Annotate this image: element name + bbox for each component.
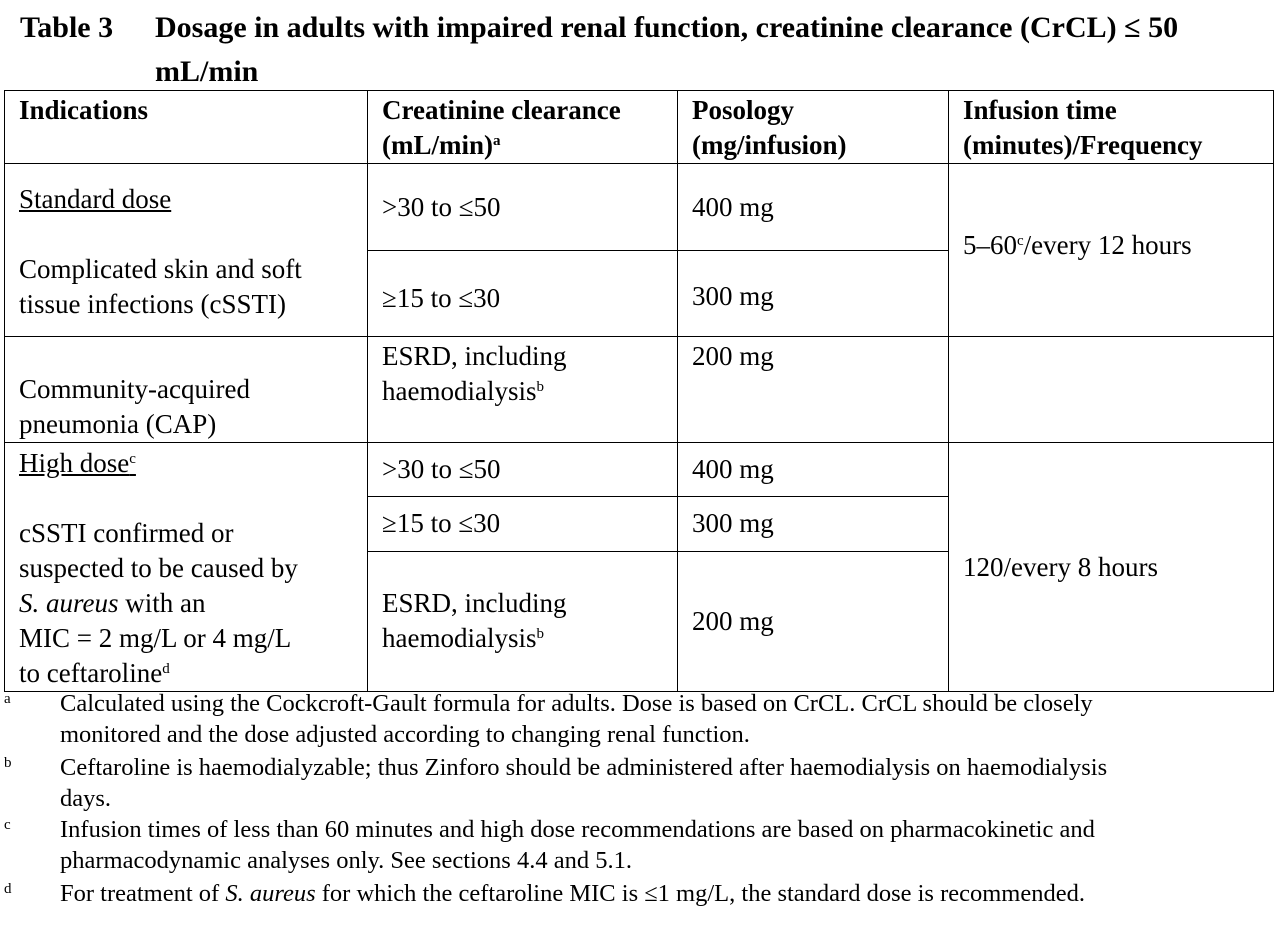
crcl-cell: ≥15 to ≤30 xyxy=(367,495,678,552)
infusion-cell: 120/every 8 hours xyxy=(948,442,1274,692)
standard-dose-indication-cell: Standard dose Complicated skin and soft t… xyxy=(4,163,368,337)
table-header-row: Indications Creatinine clearance (mL/min)… xyxy=(4,90,1274,164)
dose-cell: 200 mg xyxy=(677,550,949,693)
table-row: ESRD, including haemodialysisb 200 mg xyxy=(5,550,1274,693)
cap-indication-cell: Community-acquired pneumonia (CAP) xyxy=(4,336,368,443)
table-row: Community-acquired pneumonia (CAP) ESRD, … xyxy=(4,336,1274,443)
table-row: ≥15 to ≤30 300 mg xyxy=(5,250,1274,337)
crcl-cell: ≥15 to ≤30 xyxy=(367,250,678,337)
table-number: Table 3 xyxy=(20,11,114,44)
infusion-cell-empty xyxy=(948,336,1274,443)
dosage-table: Indications Creatinine clearance (mL/min)… xyxy=(4,90,1274,693)
header-indications: Indications xyxy=(4,90,368,164)
crcl-cell: >30 to ≤50 xyxy=(367,163,678,251)
high-dose-label: High dosec xyxy=(19,448,136,478)
high-dose-indication-cell: High dosec cSSTI confirmed or suspected … xyxy=(4,442,368,692)
dose-cell: 300 mg xyxy=(677,495,949,552)
crcl-cell: >30 to ≤50 xyxy=(367,442,678,497)
table-caption: Dosage in adults with impaired renal fun… xyxy=(155,11,1179,88)
dose-cell: 200 mg xyxy=(677,336,949,443)
dose-cell: 300 mg xyxy=(677,250,949,337)
dose-cell: 400 mg xyxy=(677,442,949,497)
header-posology: Posology (mg/infusion) xyxy=(677,90,949,164)
table-row: Standard dose Complicated skin and soft t… xyxy=(4,163,1274,337)
dose-cell: 400 mg xyxy=(677,163,949,251)
header-infusion-time: Infusion time (minutes)/Frequency xyxy=(948,90,1274,164)
crcl-cell: ESRD, including haemodialysisb xyxy=(367,550,678,693)
crcl-cell: ESRD, including haemodialysisb xyxy=(367,336,678,443)
table-row: High dosec cSSTI confirmed or suspected … xyxy=(4,442,1274,692)
standard-dose-label: Standard dose xyxy=(19,184,172,214)
header-creatinine-clearance: Creatinine clearance (mL/min)a xyxy=(367,90,678,164)
infusion-cell: 5–60c/every 12 hours xyxy=(948,163,1274,337)
